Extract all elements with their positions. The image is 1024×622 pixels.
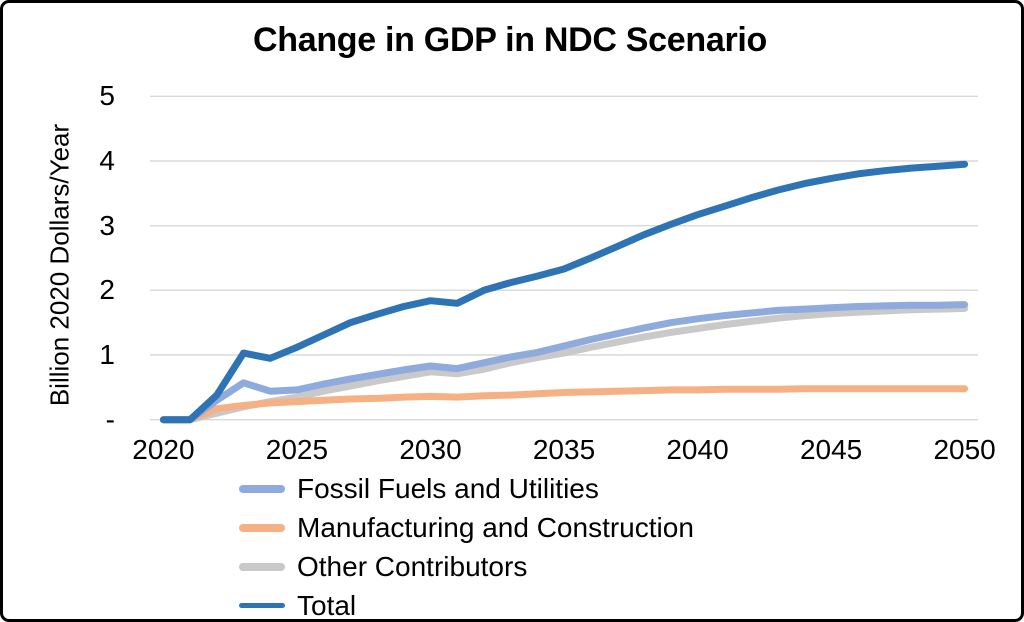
legend-label: Other Contributors — [297, 550, 528, 582]
y-tick-label: 4 — [99, 145, 115, 176]
series-line-manufacturing-and-construction — [159, 385, 969, 424]
legend-item-manufacturing-and-construction: Manufacturing and Construction — [239, 508, 694, 547]
series-line-other-contributors — [159, 305, 969, 424]
x-tick-label: 2050 — [933, 434, 996, 465]
legend-swatch — [239, 603, 285, 608]
y-tick-label: 1 — [99, 339, 115, 370]
legend-swatch — [239, 562, 285, 571]
x-tick-label: 2040 — [666, 434, 729, 465]
plot-area — [150, 95, 978, 424]
series-line-total — [159, 160, 969, 424]
x-tick-label: 2020 — [132, 434, 195, 465]
legend-label: Manufacturing and Construction — [297, 511, 694, 543]
y-tick-label: - — [105, 403, 115, 435]
legend-item-total: Total — [239, 586, 694, 621]
legend-item-other-contributors: Other Contributors — [239, 547, 694, 586]
legend-swatch — [239, 523, 285, 532]
legend-label: Fossil Fuels and Utilities — [297, 472, 599, 504]
y-axis-title: Billion 2020 Dollars/Year — [44, 123, 75, 407]
x-tick-label: 2025 — [265, 434, 329, 465]
legend-swatch — [239, 484, 285, 493]
legend-item-fossil-fuels-and-utilities: Fossil Fuels and Utilities — [239, 469, 694, 508]
x-tick-label: 2030 — [399, 434, 462, 465]
chart-title: Change in GDP in NDC Scenario — [253, 21, 767, 59]
x-tick-label: 2045 — [799, 434, 863, 465]
x-tick-label: 2035 — [532, 434, 596, 465]
legend-label: Total — [297, 589, 357, 621]
y-tick-label: 5 — [99, 80, 115, 112]
legend: Fossil Fuels and Utilities Manufacturing … — [239, 469, 694, 621]
y-tick-label: 2 — [99, 274, 115, 306]
y-tick-label: 3 — [99, 209, 115, 241]
series-line-fossil-fuels-and-utilities — [159, 301, 969, 424]
